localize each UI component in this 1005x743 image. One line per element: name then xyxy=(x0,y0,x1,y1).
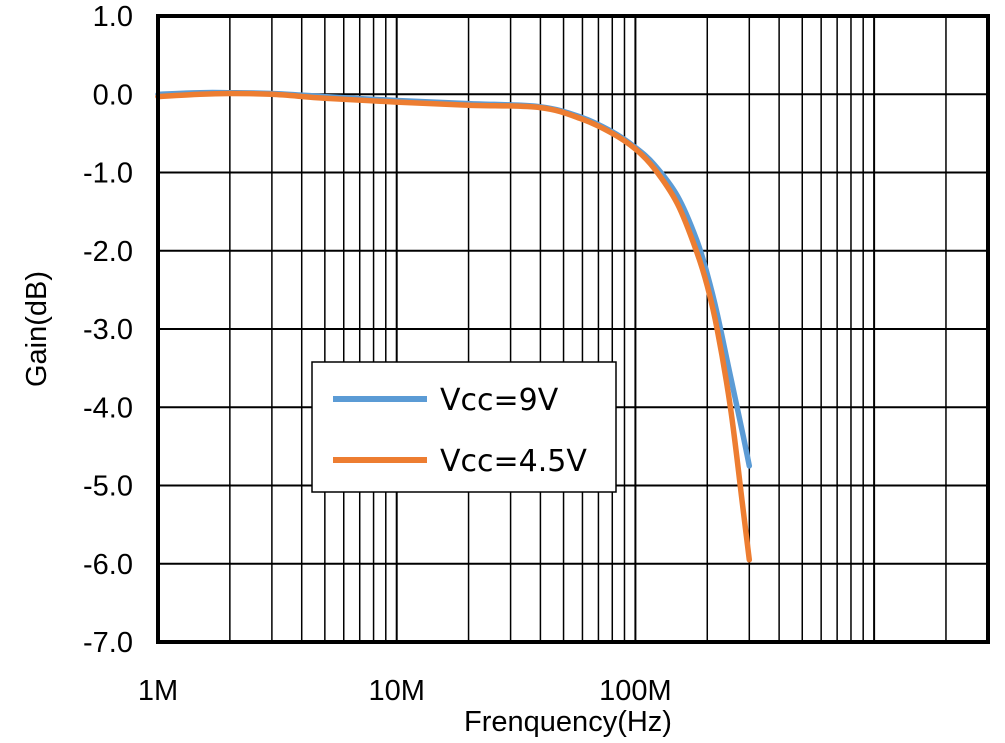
x-tick-label: 1M xyxy=(138,675,178,707)
y-tick-label: -7.0 xyxy=(83,627,133,659)
x-axis-label: Frenquency(Hz) xyxy=(464,706,672,738)
legend-label-vcc-4-5v: Vcc=4.5V xyxy=(440,444,587,479)
x-tick-label: 100M xyxy=(599,675,672,707)
y-axis-label: Gain(dB) xyxy=(21,271,53,387)
y-tick-label: 1.0 xyxy=(93,1,133,33)
plot-area-frame xyxy=(156,14,990,644)
y-tick-label: -1.0 xyxy=(83,158,133,190)
y-tick-label: -5.0 xyxy=(83,471,133,503)
series-layer xyxy=(155,89,753,563)
y-tick-label: -6.0 xyxy=(83,549,133,581)
y-tick-label: -2.0 xyxy=(83,236,133,268)
y-tick-label: -4.0 xyxy=(83,392,133,424)
y-tick-label: -3.0 xyxy=(83,314,133,346)
x-tick-labels: 1M 10M 100M xyxy=(138,675,672,707)
y-tick-label: 0.0 xyxy=(93,79,133,111)
legend: Vcc=9V Vcc=4.5V xyxy=(311,361,617,493)
legend-label-vcc-9v: Vcc=9V xyxy=(440,383,559,418)
y-tick-labels: 1.0 0.0 -1.0 -2.0 -3.0 -4.0 -5.0 -6.0 -7.0 xyxy=(83,1,133,659)
series-line-vcc-4-5v xyxy=(155,90,753,563)
legend-box xyxy=(311,361,617,493)
x-tick-label: 10M xyxy=(368,675,424,707)
